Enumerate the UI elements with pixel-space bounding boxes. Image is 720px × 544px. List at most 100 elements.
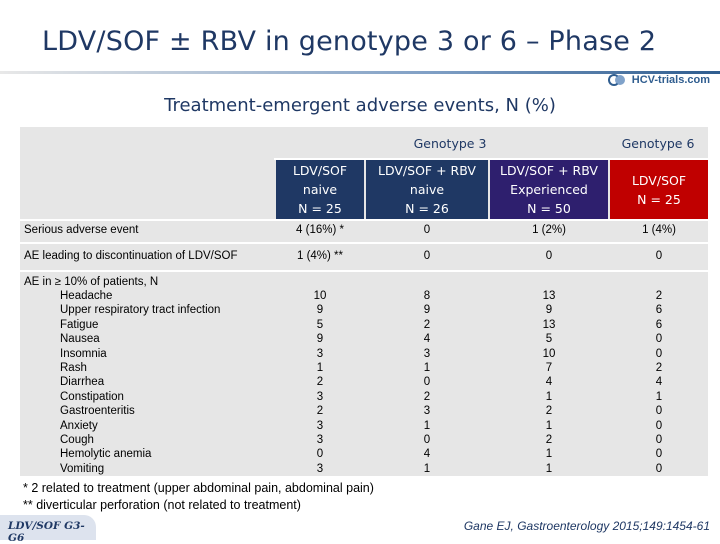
table-cell: 5	[316, 318, 324, 331]
genotype-3-header: Genotype 3	[413, 136, 487, 151]
table-cell: 1 (4%) **	[296, 250, 344, 262]
header-line: Experienced	[510, 182, 588, 197]
table-cell: 0	[655, 405, 663, 418]
ae-name: Cough	[60, 434, 94, 447]
table-cell: 0	[423, 224, 431, 236]
table-cell: 9	[316, 304, 324, 317]
logo-mark-icon	[607, 72, 630, 88]
table-cell: 2	[316, 376, 324, 389]
footnote-single-asterisk: * 2 related to treatment (upper abdomina…	[23, 481, 374, 495]
table-cell: 2	[545, 434, 553, 447]
header-line: LDV/SOF	[292, 163, 348, 178]
ae-name: Nausea	[60, 333, 100, 346]
header-line: N = 26	[405, 201, 449, 216]
table-cell: 1 (4%)	[642, 224, 676, 236]
column-header-g3-ldvsof-rbv-naive: LDV/SOF + RBV naive N = 26	[366, 160, 488, 219]
table-cell: 1	[655, 390, 663, 403]
table-cell: 0	[655, 250, 663, 262]
table-cell: 5	[545, 333, 553, 346]
header-line: naive	[409, 182, 445, 197]
divider	[20, 270, 708, 272]
ae-name: Fatigue	[60, 318, 99, 331]
header-line: LDV/SOF + RBV	[500, 163, 598, 178]
table-cell: 13	[542, 318, 556, 331]
table-cell: 1	[423, 462, 431, 475]
table-cell: 9	[545, 304, 553, 317]
divider	[20, 219, 708, 221]
table-cell: 1	[545, 390, 553, 403]
ae-values-g3-ldvsof-rbv-experienced: 13 9 13 5 10 7 4 1 2 1 2 1 1	[490, 289, 608, 476]
table-cell: 0	[655, 333, 663, 346]
slide-title: LDV/SOF ± RBV in genotype 3 or 6 – Phase…	[42, 26, 657, 57]
hcv-trials-logo: HCV-trials.com	[607, 72, 710, 88]
ae-name: Upper respiratory tract infection	[60, 304, 221, 317]
row-label-serious-ae: Serious adverse event	[24, 224, 139, 236]
table-cell: 3	[316, 434, 324, 447]
table-cell: 3	[423, 347, 431, 360]
table-cell: 1	[316, 362, 324, 375]
table-cell: 0	[655, 434, 663, 447]
table-cell: 4 (16%) *	[296, 224, 344, 236]
slide-tag: LDV/SOF G3-G6	[0, 515, 96, 544]
ae-name: Hemolytic anemia	[60, 448, 152, 461]
table-cell: 3	[316, 390, 324, 403]
table-cell: 0	[316, 448, 324, 461]
header-line: N = 25	[298, 201, 342, 216]
row-label-ae-10pct: AE in ≥ 10% of patients, N	[24, 276, 159, 288]
table-cell: 6	[655, 304, 663, 317]
table-cell: 4	[423, 448, 431, 461]
table-cell: 3	[316, 419, 324, 432]
ae-name: Insomnia	[60, 347, 107, 360]
table-cell: 1	[545, 419, 553, 432]
table-cell: 0	[655, 448, 663, 461]
reference-citation: Gane EJ, Gastroenterology 2015;149:1454-…	[463, 519, 710, 533]
title-divider	[0, 71, 720, 74]
table-cell: 2	[655, 290, 663, 302]
table-cell: 1	[423, 362, 431, 375]
table-cell: 2	[423, 390, 431, 403]
header-line: LDV/SOF	[631, 172, 687, 188]
table-cell: 0	[545, 250, 553, 262]
ae-name: Anxiety	[60, 419, 98, 432]
ae-name: Gastroenteritis	[60, 405, 135, 418]
table-cell: 2	[545, 405, 553, 418]
footnote-double-asterisk: ** diverticular perforation (not related…	[23, 498, 301, 512]
table-cell: 10	[542, 347, 556, 360]
table-cell: 3	[423, 405, 431, 418]
table-cell: 0	[423, 434, 431, 447]
header-line: N = 25	[637, 191, 681, 207]
header-line: naive	[302, 182, 338, 197]
table-cell: 2	[423, 318, 431, 331]
table-cell: 10	[313, 290, 327, 302]
header-line: N = 50	[527, 201, 571, 216]
table-cell: 0	[655, 347, 663, 360]
divider	[274, 158, 708, 160]
table-cell: 6	[655, 318, 663, 331]
table-cell: 0	[423, 250, 431, 262]
table-cell: 4	[545, 376, 553, 389]
table-cell: 1 (2%)	[532, 224, 566, 236]
ae-name: Vomiting	[60, 462, 105, 475]
ae-values-g3-ldvsof-naive: 10 9 5 9 3 1 2 3 2 3 3 0 3	[276, 289, 364, 476]
ae-name: Headache	[60, 290, 113, 302]
table-cell: 0	[655, 462, 663, 475]
table-subtitle: Treatment-emergent adverse events, N (%)	[164, 95, 556, 116]
column-header-g6-ldvsof: LDV/SOF N = 25	[610, 160, 708, 219]
column-header-g3-ldvsof-naive: LDV/SOF naive N = 25	[276, 160, 364, 219]
logo-text: HCV-trials.com	[631, 74, 710, 86]
divider	[20, 242, 708, 244]
table-cell: 0	[655, 419, 663, 432]
table-cell: 4	[655, 376, 663, 389]
table-cell: 13	[542, 290, 556, 302]
table-cell: 1	[423, 419, 431, 432]
table-cell: 3	[316, 462, 324, 475]
ae-name: Diarrhea	[60, 376, 105, 389]
genotype-6-header: Genotype 6	[621, 136, 695, 151]
table-cell: 2	[655, 362, 663, 375]
row-label-discontinuation: AE leading to discontinuation of LDV/SOF	[24, 250, 238, 262]
ae-name: Rash	[60, 362, 87, 375]
table-cell: 1	[545, 448, 553, 461]
header-line: LDV/SOF + RBV	[378, 163, 476, 178]
